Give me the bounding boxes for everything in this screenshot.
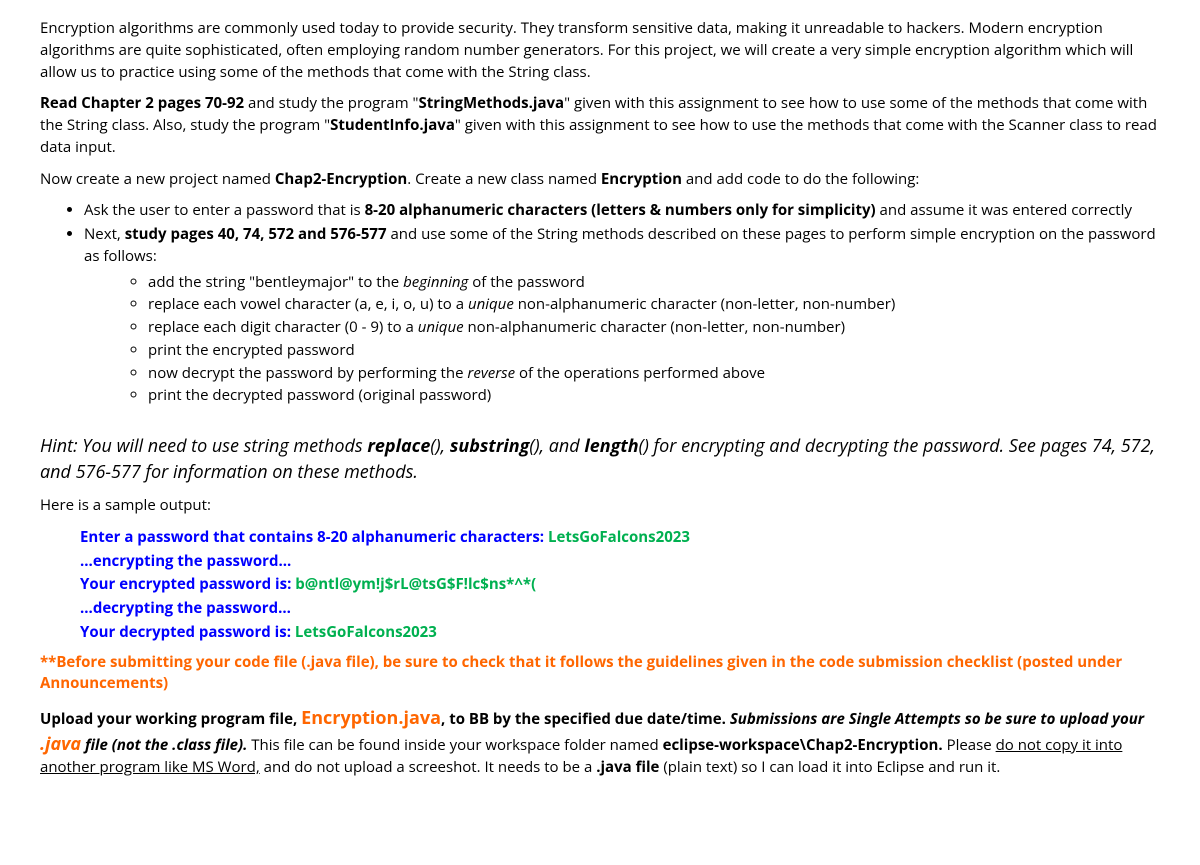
sample-line-1: Enter a password that contains 8-20 alph… <box>80 527 1160 549</box>
intro-para-2: Read Chapter 2 pages 70-92 and study the… <box>40 93 1160 158</box>
sample-l3-value: b@ntl@ym!j$rL@tsG$F!lc$ns*^*( <box>295 574 536 594</box>
java-file-bold: .java file <box>596 757 659 777</box>
sample-line-5: Your decrypted password is: LetsGoFalcon… <box>80 622 1160 644</box>
read-chapter: Read Chapter 2 pages 70-92 <box>40 93 244 113</box>
p3-c: and add code to do the following: <box>682 169 919 189</box>
upload-d: Please <box>943 735 996 755</box>
sample-line-3: Your encrypted password is: b@ntl@ym!j$r… <box>80 574 1160 596</box>
encryption-java-file: Encryption.java <box>301 706 441 730</box>
hint-c2: , and <box>540 434 585 458</box>
class-name: Encryption <box>601 169 682 189</box>
b1-bold: 8-20 alphanumeric characters (letters & … <box>365 200 876 220</box>
upload-a: Upload your working program file, <box>40 709 301 729</box>
b2-bold: study pages 40, 74, 572 and 576-577 <box>125 224 387 244</box>
java-ext-big: .java <box>40 732 81 756</box>
hint-a: Hint: You will need to use string method… <box>40 434 367 458</box>
upload-b: , to BB by the specified due date/time. <box>441 709 730 729</box>
sub-bullet: print the decrypted password (original p… <box>148 385 1160 407</box>
bullet-2: Next, study pages 40, 74, 572 and 576-57… <box>84 224 1160 407</box>
sub-bullet: replace each vowel character (a, e, i, o… <box>148 294 1160 316</box>
hint-length: length <box>584 434 638 458</box>
sample-line-4: ...decrypting the password... <box>80 598 1160 620</box>
sample-l5-label: Your decrypted password is: <box>80 622 295 642</box>
main-bullet-list: Ask the user to enter a password that is… <box>40 200 1160 407</box>
sample-l1-input: LetsGoFalcons2023 <box>548 527 690 547</box>
sample-output: Enter a password that contains 8-20 alph… <box>40 527 1160 644</box>
sub-bullet: add the string "bentleymajor" to the beg… <box>148 272 1160 294</box>
hint-substring: substring <box>450 434 530 458</box>
upload-instructions: Upload your working program file, Encryp… <box>40 705 1160 779</box>
p2-mid1: and study the program " <box>244 93 418 113</box>
hint-p1: () <box>430 434 440 458</box>
upload-e: and do not upload a screeshot. It needs … <box>260 757 596 777</box>
b1-a: Ask the user to enter a password that is <box>84 200 365 220</box>
sample-l1-prompt: Enter a password that contains 8-20 alph… <box>80 527 548 547</box>
project-name: Chap2-Encryption <box>275 169 407 189</box>
hint-p2: () <box>529 434 539 458</box>
sample-heading: Here is a sample output: <box>40 495 1160 517</box>
p3-b: . Create a new class named <box>407 169 601 189</box>
submission-warning: **Before submitting your code file (.jav… <box>40 652 1160 696</box>
studentinfo-java: StudentInfo.java <box>330 115 455 135</box>
sub-bullet-list: add the string "bentleymajor" to the beg… <box>84 272 1160 408</box>
sample-line-2: ...encrypting the password... <box>80 551 1160 573</box>
upload-bi2: file (not the .class file). <box>81 735 247 755</box>
hint-p3: () <box>639 434 649 458</box>
hint-replace: replace <box>367 434 430 458</box>
sub-bullet: replace each digit character (0 - 9) to … <box>148 317 1160 339</box>
sub-bullet: now decrypt the password by performing t… <box>148 363 1160 385</box>
upload-bi1: Submissions are Single Attempts so be su… <box>730 709 1144 729</box>
p3-a: Now create a new project named <box>40 169 275 189</box>
bullet-1: Ask the user to enter a password that is… <box>84 200 1160 222</box>
sample-l3-label: Your encrypted password is: <box>80 574 295 594</box>
stringmethods-java: StringMethods.java <box>418 93 564 113</box>
intro-para-3: Now create a new project named Chap2-Enc… <box>40 169 1160 191</box>
hint-c1: , <box>441 434 450 458</box>
upload-f: (plain text) so I can load it into Eclip… <box>659 757 1000 777</box>
sample-l5-value: LetsGoFalcons2023 <box>295 622 437 642</box>
sub-bullet: print the encrypted password <box>148 340 1160 362</box>
upload-c: This file can be found inside your works… <box>247 735 662 755</box>
workspace-path: eclipse-workspace\Chap2-Encryption. <box>663 735 943 755</box>
b1-c: and assume it was entered correctly <box>876 200 1132 220</box>
intro-para-1: Encryption algorithms are commonly used … <box>40 18 1160 83</box>
hint-paragraph: Hint: You will need to use string method… <box>40 433 1160 485</box>
b2-a: Next, <box>84 224 125 244</box>
